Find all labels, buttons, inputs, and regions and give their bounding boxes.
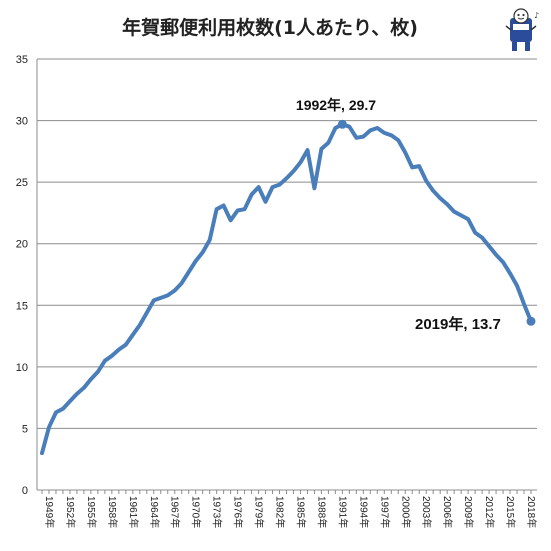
highlight-markers xyxy=(337,119,536,326)
annotation-last: 2019年, 13.7 xyxy=(415,315,501,333)
y-tick-label: 10 xyxy=(16,362,28,374)
x-tick-label: 1949年 xyxy=(43,496,56,528)
x-tick-label: 1961年 xyxy=(127,496,140,528)
x-tick-label: 1985年 xyxy=(294,496,307,528)
series-line xyxy=(40,122,533,456)
y-tick-label: 5 xyxy=(22,423,28,435)
x-tick-label: 2018年 xyxy=(525,496,538,528)
y-tick-label: 25 xyxy=(16,177,28,189)
x-tick-label: 1958年 xyxy=(106,496,119,528)
y-tick-label: 0 xyxy=(22,485,28,497)
data-point-marker xyxy=(526,316,536,326)
x-tick-label: 1982年 xyxy=(274,496,287,528)
x-tick-label: 2012年 xyxy=(483,496,496,528)
x-tick-label: 2009年 xyxy=(462,496,475,528)
x-tick-label: 1952年 xyxy=(64,496,77,528)
annotation-peak: 1992年, 29.7 xyxy=(296,97,376,113)
x-tick-label: 1973年 xyxy=(211,496,224,528)
x-tick-label: 1994年 xyxy=(357,496,370,528)
x-tick-label: 1964年 xyxy=(148,496,161,528)
x-tick-label: 2000年 xyxy=(399,496,412,528)
svg-text:♪: ♪ xyxy=(534,11,539,20)
x-tick-label: 1979年 xyxy=(253,496,266,528)
data-point-marker xyxy=(337,119,347,129)
x-tick-label: 1955年 xyxy=(85,496,98,528)
y-tick-label: 15 xyxy=(16,300,28,312)
x-tick-labels: 1949年 1952年 1955年 1958年 1961年 1964年 1967年 1970年… xyxy=(43,496,538,528)
mascot-icon: ♪ xyxy=(505,8,539,51)
axes xyxy=(36,59,537,494)
x-tick-label: 2003年 xyxy=(420,496,433,528)
x-tick-label: 1976年 xyxy=(232,496,245,528)
x-tick-label: 1967年 xyxy=(169,496,182,528)
x-tick-label: 1988年 xyxy=(315,496,328,528)
grid-lines xyxy=(37,58,537,429)
y-tick-label: 30 xyxy=(16,116,28,128)
chart-title: 年賀郵便利用枚数(1人あたり、枚) xyxy=(122,16,418,39)
x-tick-label: 1970年 xyxy=(190,496,203,528)
x-tick-label: 2006年 xyxy=(441,496,454,528)
y-tick-labels: 0 5 10 15 20 25 30 35 xyxy=(16,54,28,497)
x-tick-label: 2015年 xyxy=(504,496,517,528)
y-tick-label: 20 xyxy=(16,239,28,251)
x-tick-label: 1997年 xyxy=(378,496,391,528)
x-tick-label: 1991年 xyxy=(336,496,349,528)
y-tick-label: 35 xyxy=(16,54,28,66)
